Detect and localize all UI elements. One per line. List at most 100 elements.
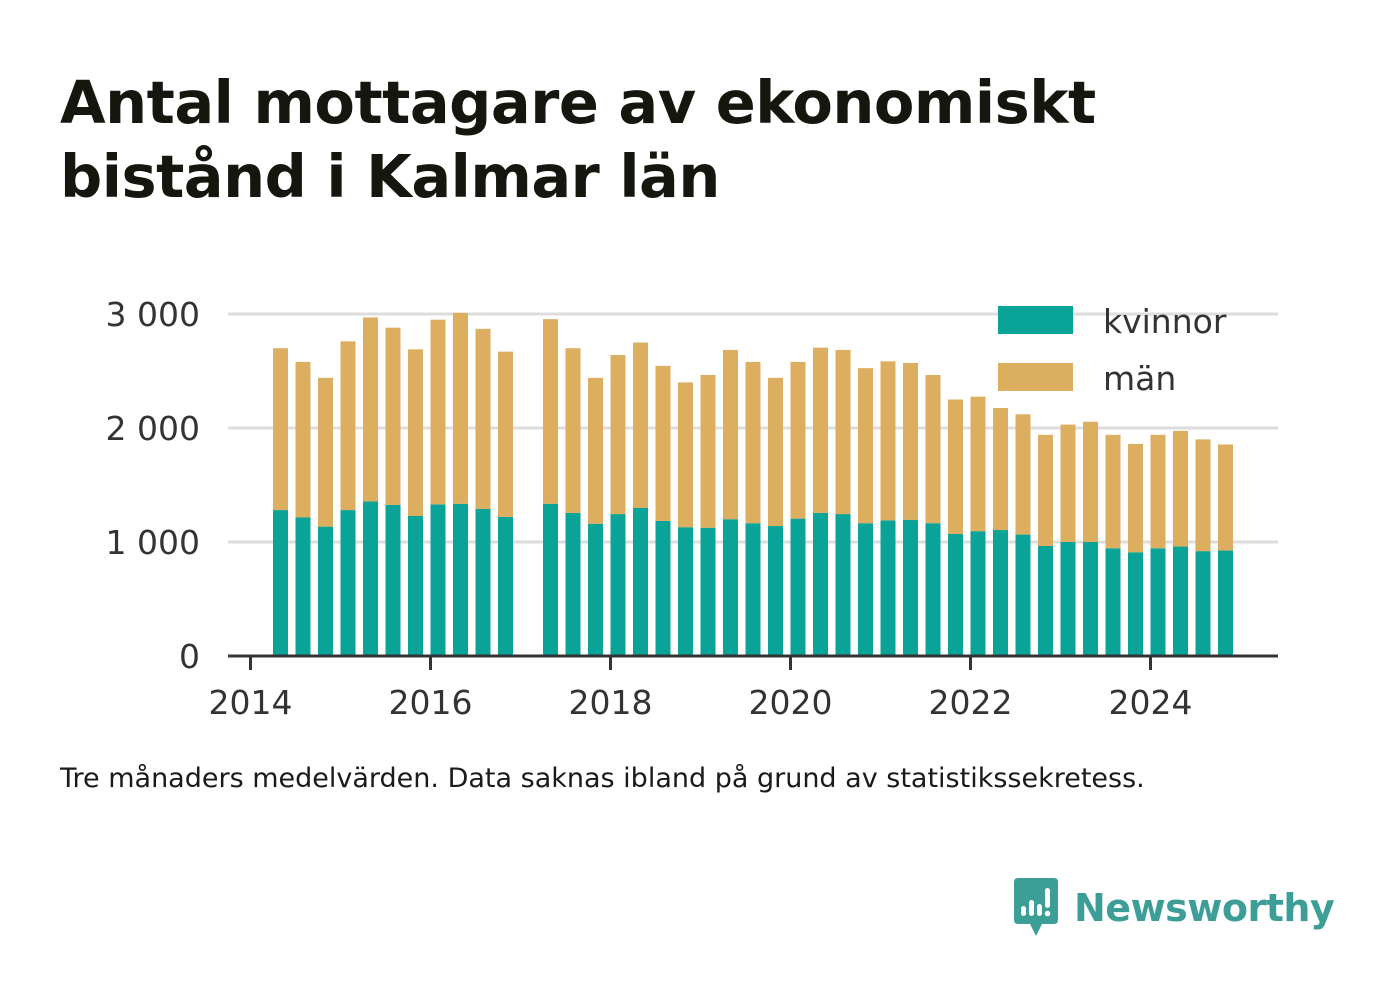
bar-man	[835, 349, 851, 515]
bar-kvinnor	[700, 527, 716, 656]
x-tick-label: 2020	[749, 683, 833, 722]
bar-kvinnor	[858, 523, 873, 656]
bar-kvinnor	[385, 504, 401, 656]
bar-man	[1128, 443, 1143, 553]
y-tick-label: 3 000	[106, 295, 200, 334]
bar-man	[993, 408, 1008, 531]
bar-man	[498, 351, 513, 517]
bar-kvinnor	[453, 503, 468, 656]
legend-label: kvinnor	[1103, 302, 1227, 341]
bar-kvinnor	[588, 523, 603, 656]
bar-man	[1060, 424, 1076, 542]
bar-man	[588, 377, 603, 524]
bar-man	[340, 341, 356, 511]
bar-kvinnor	[655, 520, 671, 656]
bar-kvinnor	[970, 531, 986, 656]
x-tick-label: 2016	[389, 683, 473, 722]
bar-chart-speech-bubble-icon	[1014, 878, 1058, 936]
bar-kvinnor	[1015, 534, 1031, 656]
bar-kvinnor	[543, 503, 558, 656]
bar-kvinnor	[835, 514, 851, 656]
bar-man	[273, 348, 288, 511]
bar-man	[453, 312, 468, 504]
bar-man	[318, 377, 333, 527]
x-tick-label: 2014	[209, 683, 293, 722]
x-tick-label: 2018	[569, 683, 653, 722]
bar-man	[858, 368, 873, 524]
y-tick-label: 2 000	[106, 409, 200, 448]
bar-man	[1218, 444, 1233, 551]
brand[interactable]: Newsworthy	[1010, 876, 1335, 940]
bar-kvinnor	[768, 526, 783, 656]
bar-man	[880, 361, 896, 521]
bar-man	[700, 374, 716, 528]
bar-man	[385, 327, 401, 505]
legend: kvinnor män	[998, 302, 1227, 398]
legend-swatch	[998, 306, 1073, 334]
bar-man	[430, 319, 446, 505]
bar-kvinnor	[903, 519, 918, 656]
bar-man	[655, 365, 671, 521]
bar-kvinnor	[1150, 548, 1166, 656]
legend-swatch	[998, 363, 1073, 391]
bar-man	[1173, 430, 1188, 547]
bar-man	[1038, 434, 1053, 546]
bar-kvinnor	[880, 520, 896, 656]
bar-kvinnor	[295, 517, 311, 656]
x-tick-label: 2024	[1109, 683, 1193, 722]
bar-man	[1105, 434, 1121, 549]
footnote: Tre månaders medelvärden. Data saknas ib…	[60, 763, 1145, 794]
bar-man	[970, 396, 986, 532]
bar-kvinnor	[273, 510, 288, 656]
bar-kvinnor	[408, 515, 423, 656]
bar-man	[565, 348, 581, 513]
bar-kvinnor	[678, 527, 693, 656]
x-tick-label: 2022	[929, 683, 1013, 722]
bar-man	[1150, 434, 1166, 549]
bar-man	[633, 342, 648, 508]
bar-kvinnor	[565, 512, 581, 656]
bar-kvinnor	[745, 523, 761, 656]
bar-man	[610, 355, 626, 515]
bar-man	[1195, 439, 1211, 552]
bar-man	[1015, 414, 1031, 535]
y-tick-label: 0	[179, 637, 200, 676]
bar-man	[295, 361, 311, 518]
bar-man	[543, 319, 558, 504]
bar-kvinnor	[1038, 545, 1053, 656]
y-tick-label: 1 000	[106, 523, 200, 562]
bar-kvinnor	[790, 518, 806, 656]
bar-kvinnor	[925, 523, 941, 656]
bars	[273, 312, 1233, 656]
bar-kvinnor	[723, 519, 738, 656]
bar-man	[903, 363, 918, 520]
bar-kvinnor	[498, 516, 513, 656]
bar-kvinnor	[1173, 546, 1188, 656]
bar-kvinnor	[340, 510, 356, 656]
bar-man	[813, 347, 828, 513]
legend-label: män	[1103, 359, 1176, 398]
bar-kvinnor	[948, 534, 963, 656]
bar-man	[790, 361, 806, 519]
brand-name: Newsworthy	[1074, 886, 1335, 930]
bar-man	[363, 317, 378, 502]
bar-man	[925, 374, 941, 524]
bar-kvinnor	[610, 514, 626, 656]
axes: 0 1 000 2 000 3 000 2014 2016 2018 2020 2022 2024	[106, 295, 1278, 722]
bar-man	[408, 349, 423, 516]
bar-man	[745, 361, 761, 524]
bar-kvinnor	[430, 504, 446, 656]
bar-kvinnor	[993, 530, 1008, 656]
bar-kvinnor	[1060, 542, 1076, 656]
chart-title: Antal mottagare av ekonomiskt bistånd i …	[60, 68, 1096, 211]
bar-kvinnor	[1083, 542, 1098, 656]
bar-kvinnor	[318, 526, 333, 656]
bar-kvinnor	[813, 512, 828, 656]
bar-kvinnor	[363, 501, 378, 656]
bar-man	[1083, 421, 1098, 542]
bar-man	[723, 349, 738, 520]
bar-kvinnor	[1195, 551, 1211, 656]
bar-man	[948, 399, 963, 535]
bar-kvinnor	[1105, 548, 1121, 656]
